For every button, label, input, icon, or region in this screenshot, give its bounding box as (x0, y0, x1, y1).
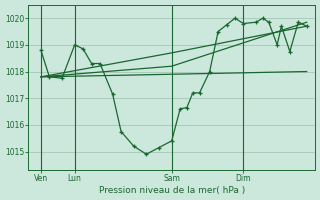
X-axis label: Pression niveau de la mer( hPa ): Pression niveau de la mer( hPa ) (99, 186, 245, 195)
